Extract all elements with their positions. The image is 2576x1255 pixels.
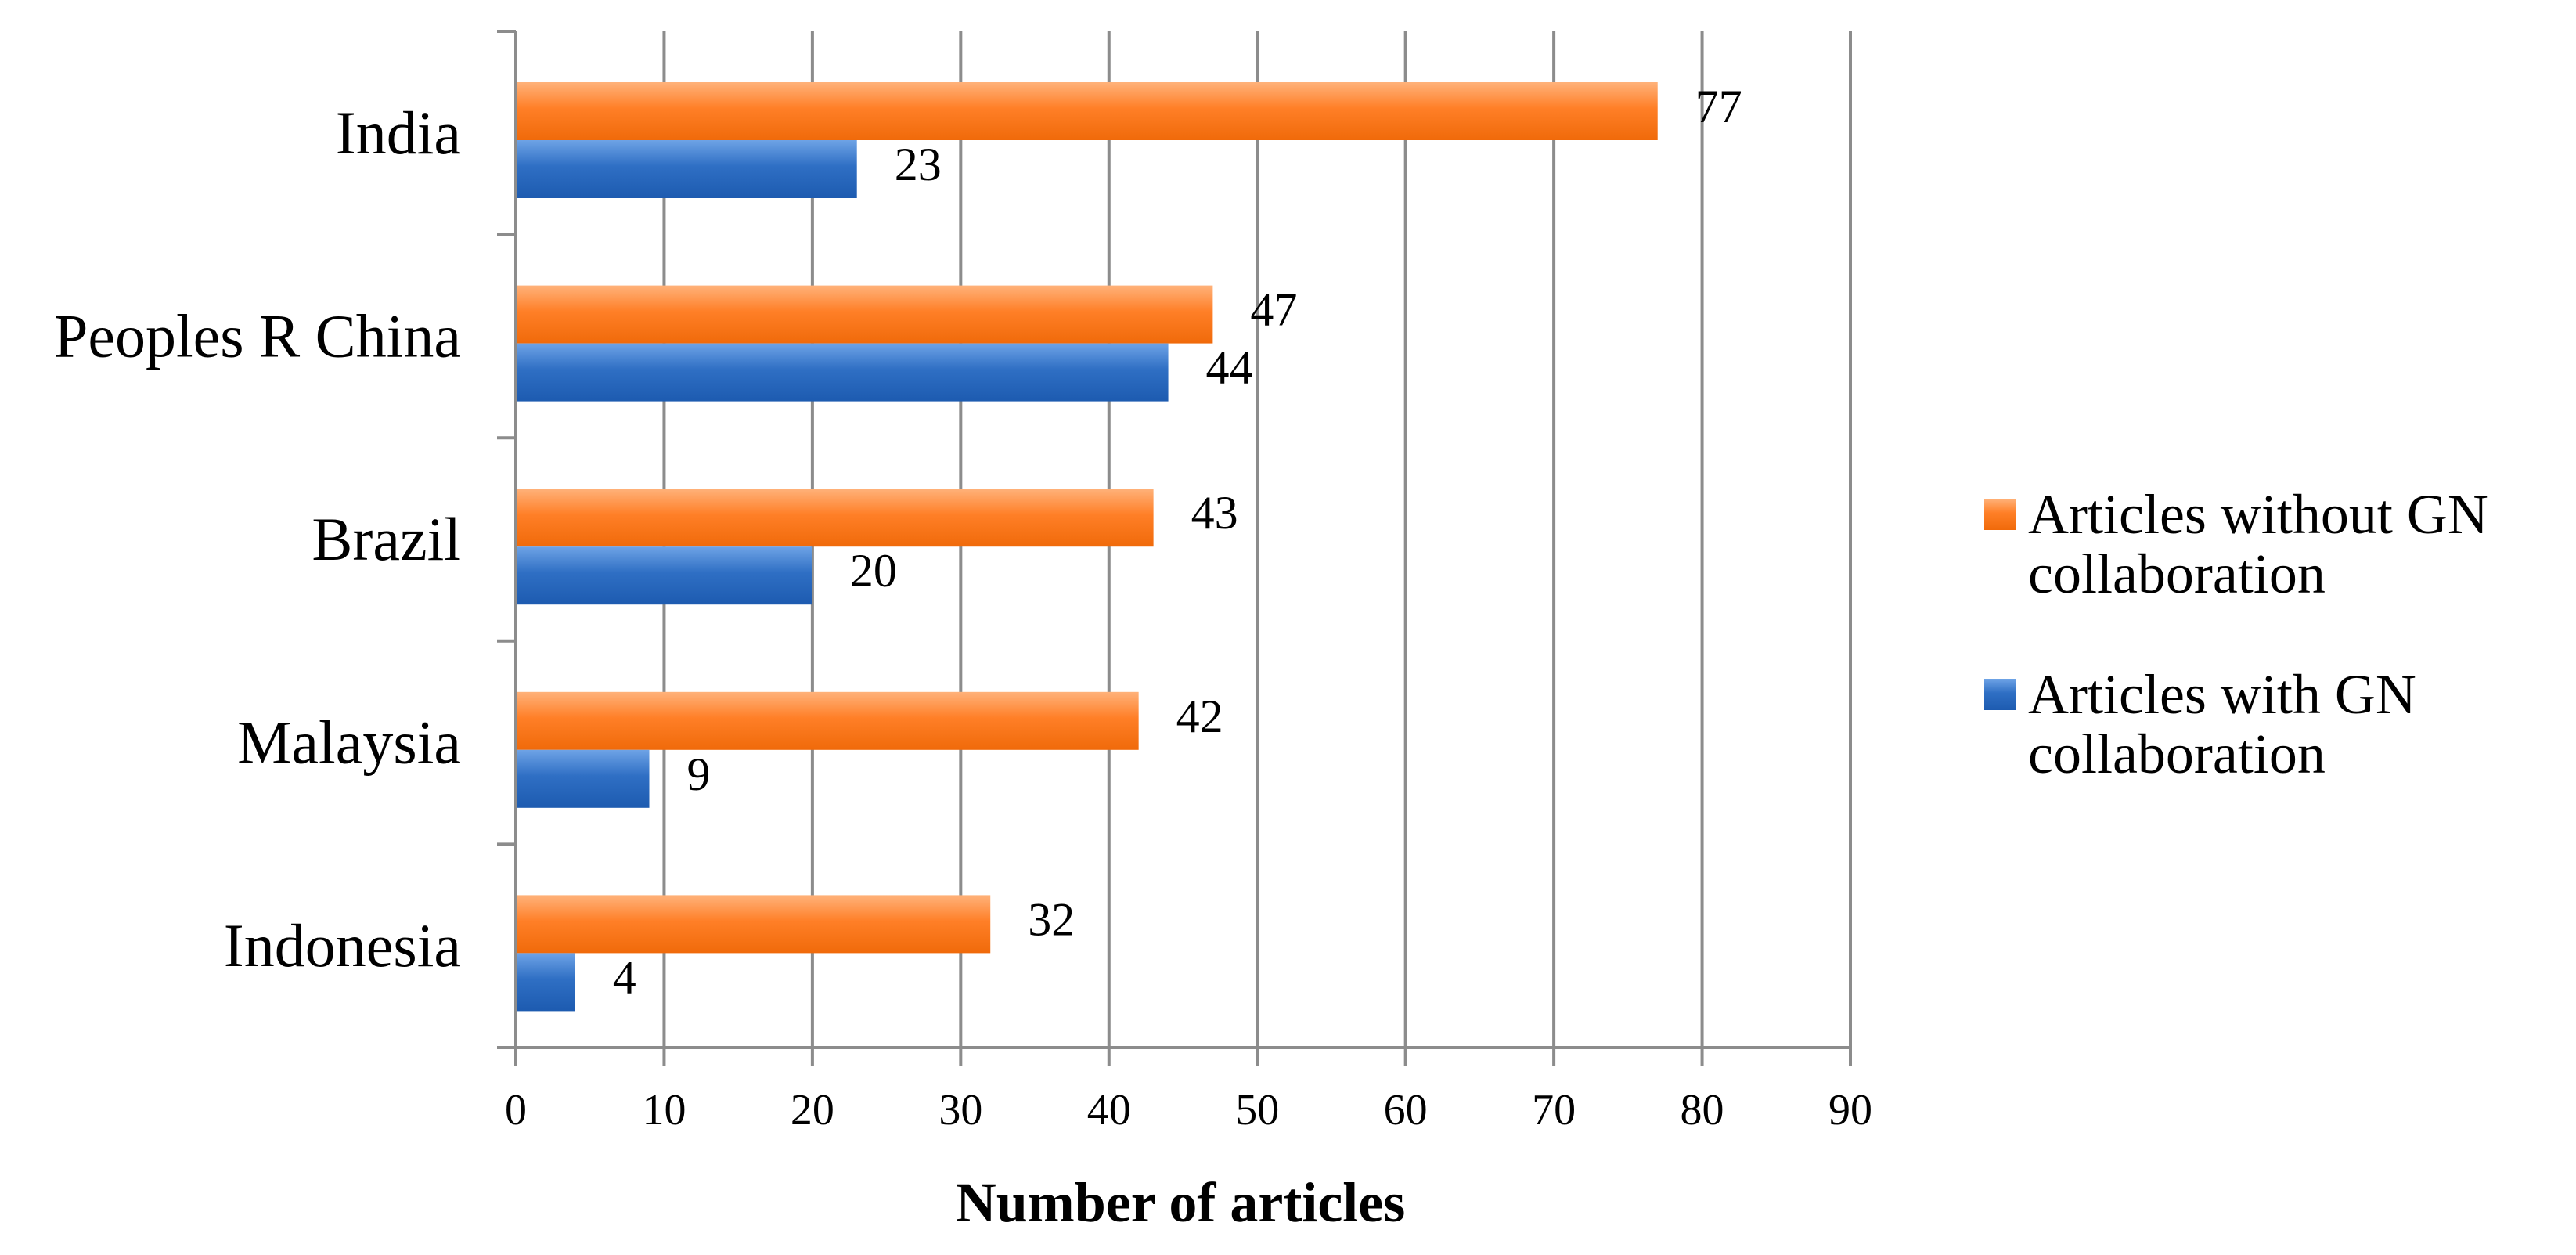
x-tick-label: 30: [939, 1086, 982, 1134]
x-tick-label: 0: [505, 1086, 527, 1134]
bar: [516, 285, 1213, 344]
data-label: 23: [895, 139, 942, 190]
data-label: 9: [687, 748, 711, 800]
legend-label: collaboration: [2028, 723, 2326, 785]
data-label: 44: [1206, 342, 1253, 394]
legend-label: Articles with GN: [2028, 663, 2416, 726]
x-tick-label: 50: [1235, 1086, 1279, 1134]
x-tick-label: 20: [791, 1086, 834, 1134]
bar: [516, 546, 812, 605]
data-label: 4: [613, 951, 636, 1003]
category-label: Brazil: [312, 505, 461, 573]
gridlines: [514, 31, 1852, 1066]
bar: [516, 489, 1154, 547]
legend-label: Articles without GN: [2028, 483, 2488, 546]
bar: [516, 749, 650, 808]
data-label: 42: [1176, 691, 1223, 742]
legend-label: collaboration: [2028, 543, 2326, 605]
bar: [516, 895, 991, 954]
x-axis-title: Number of articles: [956, 1171, 1406, 1234]
data-label: 77: [1695, 81, 1742, 132]
legend: Articles without GNcollaborationArticles…: [1984, 483, 2488, 785]
bar: [516, 953, 575, 1012]
data-label: 32: [1028, 893, 1075, 945]
bar: [516, 140, 857, 198]
category-label: Peoples R China: [54, 301, 461, 370]
data-label: 43: [1191, 487, 1238, 539]
bar: [516, 82, 1658, 140]
x-tick-label: 80: [1681, 1086, 1724, 1134]
x-tick-label: 10: [642, 1086, 686, 1134]
bar: [516, 691, 1139, 750]
x-tick-label: 40: [1087, 1086, 1131, 1134]
x-tick-label: 70: [1532, 1086, 1576, 1134]
category-label: Indonesia: [224, 911, 461, 979]
category-label: India: [336, 99, 461, 167]
x-tick-label: 60: [1384, 1086, 1428, 1134]
bar: [516, 343, 1169, 402]
x-tick-label: 90: [1828, 1086, 1872, 1134]
legend-swatch: [1984, 499, 2016, 530]
axes: [497, 30, 1850, 1049]
legend-swatch: [1984, 679, 2016, 710]
labels: 0 10 20 30 40 50 60 70 80 90 India 77 23 Peoples R Ch…: [54, 81, 1872, 1134]
data-label: 47: [1250, 284, 1297, 336]
category-label: Malaysia: [237, 709, 461, 777]
bars: [516, 82, 1658, 1012]
data-label: 20: [850, 545, 897, 597]
